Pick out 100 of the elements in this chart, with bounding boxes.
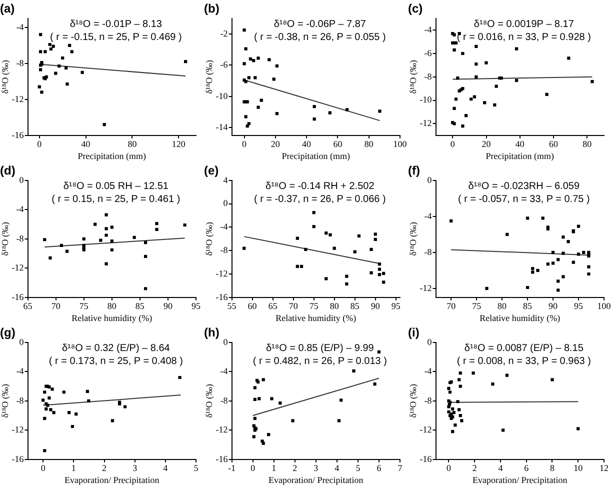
- y-tick-label: -4: [16, 204, 24, 214]
- x-tick-label: 8: [550, 463, 555, 474]
- x-tick-label: 4: [163, 463, 168, 474]
- y-tick-label: -12: [420, 424, 432, 435]
- x-tick-label: 20: [270, 139, 280, 150]
- x-tick-label: 1: [71, 463, 76, 474]
- x-axis-title: Relative humidity (%): [480, 312, 560, 323]
- y-tick-label: -4: [424, 366, 432, 376]
- x-tick-label: -1: [228, 463, 236, 474]
- x-tick-label: 80: [582, 139, 592, 150]
- x-tick-label: 85: [350, 301, 360, 312]
- y-tick-label: -4: [424, 210, 432, 221]
- x-axis-title: Evaporation/ Precipitation: [268, 474, 364, 485]
- y-tick-label: -14: [216, 122, 228, 132]
- x-tick-label: 6: [376, 463, 382, 474]
- y-axis-title: δ¹⁸O (‰): [408, 60, 418, 94]
- x-tick-label: 70: [446, 301, 456, 312]
- annotation: δ¹⁸O = -0.06P – 7.87: [274, 19, 366, 30]
- y-tick-label: -12: [216, 424, 228, 435]
- x-tick-label: 60: [549, 139, 559, 150]
- x-tick-label: 80: [498, 301, 508, 312]
- y-tick-label: -4: [16, 22, 24, 32]
- x-tick-label: 0: [37, 139, 42, 150]
- y-tick-label: -16: [420, 454, 432, 464]
- annotation: ( r = -0.057, n = 33, P = 0.75 ): [458, 194, 590, 206]
- chart-title: (e): [204, 164, 219, 178]
- annotation: δ¹⁸O = -0.023RH – 6.059: [468, 181, 580, 192]
- x-tick-label: 0: [40, 463, 46, 474]
- x-axis-title: Evaporation/ Precipitation: [472, 474, 568, 485]
- x-tick-label: 5: [356, 463, 361, 474]
- annotation: ( r = -0.37, n = 26, P = 0.066 ): [254, 194, 386, 206]
- chart-title: (c): [408, 2, 423, 16]
- y-tick-label: -16: [12, 292, 24, 302]
- x-tick-label: 4: [498, 463, 504, 474]
- y-tick-label: 0: [223, 198, 228, 208]
- x-axis-title: Relative humidity (%): [72, 312, 152, 323]
- y-tick-label: -8: [16, 58, 24, 68]
- x-tick-label: 60: [333, 139, 343, 150]
- y-tick-label: -8: [16, 233, 24, 244]
- y-tick-label: -12: [420, 118, 432, 128]
- y-axis-title: δ¹⁸O (‰): [408, 384, 418, 418]
- chart-title: (a): [0, 2, 15, 16]
- y-tick-label: -16: [12, 454, 24, 464]
- y-tick-label: -12: [12, 94, 24, 104]
- annotation: δ¹⁸O = 0.0019P – 8.17: [474, 19, 574, 30]
- x-tick-label: 80: [330, 301, 340, 312]
- annotation: δ¹⁸O = 0.85 (E/P) – 9.99: [266, 343, 374, 354]
- annotation: ( r = 0.173, n = 25, P = 0.408 ): [48, 356, 183, 368]
- y-tick-label: -8: [220, 244, 228, 255]
- x-tick-label: 0: [446, 463, 452, 474]
- y-tick-label: 0: [427, 174, 432, 185]
- x-tick-label: 7: [398, 463, 403, 474]
- annotation: δ¹⁸O = 0.32 (E/P) – 8.64: [62, 343, 170, 354]
- x-tick-label: 20: [482, 139, 492, 150]
- y-tick-label: -16: [216, 454, 228, 464]
- y-tick-label: -12: [420, 282, 432, 293]
- x-tick-label: 60: [248, 301, 258, 312]
- x-tick-label: 85: [135, 301, 145, 312]
- chart-title: (f): [408, 164, 420, 178]
- chart-title: (i): [408, 326, 420, 340]
- y-tick-label: -10: [420, 94, 432, 105]
- x-tick-label: 65: [268, 301, 278, 312]
- y-tick-label: -12: [12, 424, 24, 435]
- y-axis-title: δ¹⁸O (‰): [408, 222, 418, 256]
- y-axis-title: δ¹⁸O (‰): [0, 222, 10, 256]
- annotation: ( r = 0.482, n = 26, P = 0.013 ): [252, 356, 387, 368]
- x-tick-label: 65: [23, 301, 33, 312]
- y-axis-title: δ¹⁸O (‰): [0, 384, 10, 418]
- y-tick-label: -4: [220, 222, 228, 232]
- x-tick-label: 95: [192, 301, 201, 312]
- x-tick-label: 6: [524, 463, 530, 474]
- x-tick-label: 12: [600, 463, 608, 474]
- y-axis-title: δ¹⁸O (‰): [204, 384, 214, 418]
- annotation: δ¹⁸O = 0.05 RH – 12.51: [63, 181, 169, 192]
- y-tick-label: -8: [424, 71, 432, 82]
- x-tick-label: 40: [302, 139, 312, 150]
- annotation: ( r = -0.15, n = 25, P = 0.469 ): [50, 32, 182, 44]
- x-tick-label: 1: [272, 463, 276, 474]
- y-tick-label: -12: [216, 268, 228, 278]
- x-tick-label: 2: [292, 463, 298, 474]
- x-tick-label: 3: [314, 463, 319, 474]
- y-tick-label: -2: [220, 28, 228, 38]
- y-tick-label: -8: [424, 395, 432, 406]
- x-tick-label: 80: [107, 301, 117, 312]
- x-tick-label: 75: [79, 301, 89, 312]
- x-tick-label: 10: [574, 463, 584, 474]
- x-tick-label: 70: [288, 301, 298, 312]
- x-tick-label: 0: [450, 139, 456, 150]
- y-tick-label: 0: [19, 336, 24, 347]
- y-tick-label: -8: [16, 395, 24, 406]
- x-tick-label: 2: [472, 463, 477, 474]
- y-tick-label: -6: [220, 60, 228, 70]
- x-axis-title: Evaporation/ Precipitation: [64, 474, 160, 485]
- x-tick-label: 40: [515, 139, 525, 150]
- x-tick-label: 85: [523, 301, 533, 312]
- y-tick-label: -16: [12, 130, 24, 140]
- x-tick-label: 4: [334, 463, 340, 474]
- y-tick-label: -10: [216, 90, 228, 101]
- x-axis-title: Precipitation (mm): [486, 150, 554, 161]
- y-tick-label: -4: [220, 366, 228, 376]
